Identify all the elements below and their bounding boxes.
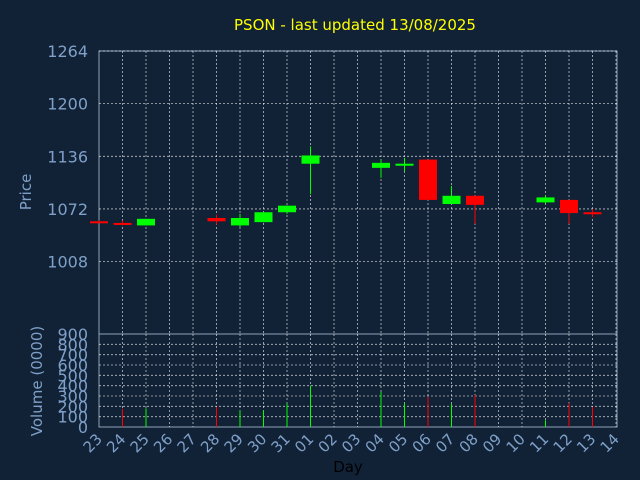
volume-tick-label: 700 [57,346,88,365]
price-tick-label: 1008 [47,253,88,272]
candle-body [419,159,437,200]
price-y-ticks: 1264 1200 1136 1072 1008 [47,42,88,272]
candle-body [560,199,578,214]
candle-body [207,218,226,222]
candle-body [536,197,555,203]
candle-body [442,195,461,205]
volume-axis-label: Volume (0000) [28,326,46,436]
candle-body [583,212,602,215]
candle-body [278,205,296,213]
volume-tick-label: 200 [57,397,88,416]
x-axis-label: Day [333,458,363,476]
price-tick-label: 1264 [47,42,88,61]
price-tick-label: 1136 [47,147,88,166]
candle-body [254,212,273,223]
volume-tick-label: 800 [57,335,88,354]
volume-panel-frame [98,333,618,428]
candle-body [113,222,132,225]
price-tick-label: 1200 [47,95,88,114]
volume-bars [122,385,593,427]
price-axis-label: Price [17,174,35,211]
candle-body [395,163,414,166]
candle-body [372,162,390,168]
candle-body [137,218,155,226]
volume-tick-label: 0 [78,418,88,437]
volume-tick-label: 500 [57,366,88,385]
candles [90,146,602,228]
volume-tick-label: 100 [57,408,88,427]
candle-body [466,195,484,205]
volume-tick-label: 600 [57,356,88,375]
x-ticks: 2324252627282930310102030405060708091011… [80,430,623,456]
candle-body [231,218,249,226]
candle-body [301,155,320,164]
price-tick-label: 1072 [47,200,88,219]
volume-tick-label: 300 [57,387,88,406]
volume-tick-label: 400 [57,377,88,396]
volume-tick-label: 900 [57,325,88,344]
candle-body [90,221,108,224]
chart-title: PSON - last updated 13/08/2025 [234,16,476,34]
